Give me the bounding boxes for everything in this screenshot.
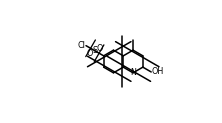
Text: O: O: [87, 49, 93, 58]
Text: O: O: [97, 44, 103, 53]
Text: N: N: [130, 68, 136, 77]
Text: S: S: [92, 46, 97, 55]
Text: Cl: Cl: [78, 41, 86, 50]
Text: OH: OH: [151, 68, 164, 77]
